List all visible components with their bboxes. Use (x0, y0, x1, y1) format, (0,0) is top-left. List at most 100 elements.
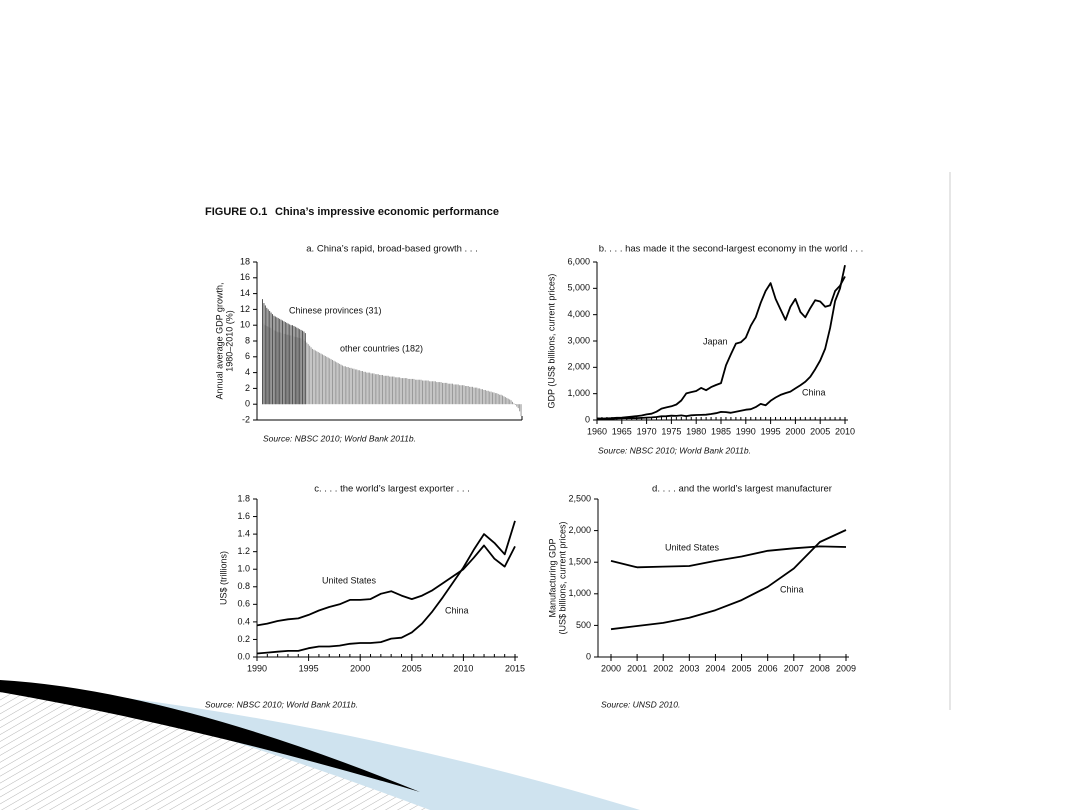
series-label: United States (322, 575, 377, 585)
bar (322, 354, 323, 405)
series-label: China (780, 584, 804, 594)
hatch-decoration (0, 684, 430, 810)
bar (384, 375, 386, 405)
bar (362, 371, 363, 405)
y-tick-label: 5,000 (567, 283, 590, 293)
series-label: China (445, 605, 469, 615)
bar (283, 321, 285, 405)
source: Source: NBSC 2010; World Bank 2011b. (598, 445, 751, 455)
bar (424, 380, 426, 405)
bar (454, 384, 456, 405)
y-tick-label: 0.2 (237, 634, 250, 644)
bar (429, 381, 431, 405)
bar (453, 384, 455, 405)
bar (380, 374, 382, 405)
bar (507, 398, 509, 405)
bar (290, 325, 292, 405)
bar (510, 400, 512, 405)
y-tick-label: 1.6 (237, 511, 250, 521)
bar (317, 352, 319, 405)
bar (307, 344, 309, 405)
bar (306, 342, 308, 405)
bar (347, 367, 349, 405)
bar (423, 380, 425, 405)
bar (334, 361, 336, 405)
bar (519, 404, 521, 412)
y-tick-label: 2 (245, 383, 250, 393)
bar (332, 359, 333, 405)
bar (294, 326, 296, 405)
bar (409, 378, 411, 405)
bar (437, 382, 439, 405)
x-tick-label: 2005 (402, 663, 422, 673)
bar (387, 375, 389, 405)
y-tick-label: 6 (245, 351, 250, 361)
x-tick-label: 1985 (711, 426, 731, 436)
x-tick-label: 1980 (686, 426, 706, 436)
bar (433, 381, 435, 405)
bar (457, 384, 459, 405)
bar (349, 367, 351, 405)
bar (286, 322, 288, 405)
bar (359, 370, 361, 405)
series-line (256, 544, 516, 627)
x-tick-label: 1995 (761, 426, 781, 436)
bar (372, 373, 373, 405)
bar (482, 389, 483, 405)
figure-title: China’s impressive economic performance (275, 206, 499, 218)
y-tick-label: 10 (240, 320, 250, 330)
bar (274, 316, 276, 405)
bar (266, 307, 268, 405)
source: Source: UNSD 2010. (601, 699, 680, 709)
bar (314, 350, 316, 405)
x-tick-label: 2000 (350, 663, 370, 673)
x-tick-label: 2004 (705, 663, 725, 673)
bar (473, 387, 475, 405)
y-tick-label: 0 (586, 651, 591, 661)
bar (320, 353, 322, 405)
bar (496, 393, 498, 405)
bar (276, 317, 278, 405)
series-line (256, 520, 516, 655)
bar (412, 378, 413, 405)
bar (352, 368, 353, 405)
bar (492, 392, 493, 405)
x-tick-label: 2015 (505, 663, 525, 673)
bar (367, 372, 369, 405)
y-tick-label: 8 (245, 335, 250, 345)
x-tick-label: 2003 (679, 663, 699, 673)
bar (490, 391, 492, 405)
y-tick-label: 0.4 (237, 616, 250, 626)
bar (263, 303, 265, 405)
bar (502, 395, 503, 405)
series-line (610, 545, 847, 569)
y-tick-label: 1,500 (568, 557, 591, 567)
bar (464, 386, 466, 405)
bar (472, 386, 473, 405)
bar (296, 327, 298, 405)
y-axis-label: (US$ billions, current prices) (557, 521, 567, 634)
bar (394, 377, 396, 405)
series-label: other countries (182) (340, 343, 423, 353)
bar (487, 390, 489, 405)
bar (480, 389, 482, 405)
bar (443, 382, 445, 405)
bar (346, 367, 348, 405)
bar (444, 382, 446, 405)
y-axis-label: Annual average GDP growth, (214, 283, 224, 400)
x-tick-label: 2002 (653, 663, 673, 673)
bar (377, 374, 379, 405)
y-tick-label: 1.0 (237, 564, 250, 574)
x-tick-label: 2010 (453, 663, 473, 673)
x-tick-label: 2008 (810, 663, 830, 673)
bar (450, 383, 452, 405)
bar (513, 403, 515, 405)
x-tick-label: 1995 (299, 663, 319, 673)
bar (297, 328, 299, 405)
series-label: China (802, 387, 826, 397)
y-tick-label: 16 (240, 272, 250, 282)
y-tick-label: 18 (240, 256, 250, 266)
y-tick-label: 4,000 (567, 309, 590, 319)
x-tick-label: 1975 (661, 426, 681, 436)
y-tick-label: 1,000 (567, 388, 590, 398)
